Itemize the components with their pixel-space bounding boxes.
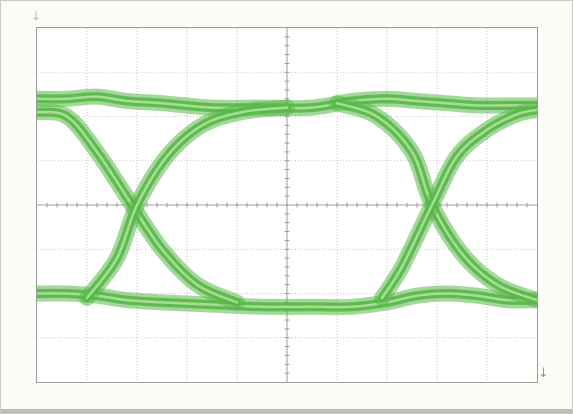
eye-trace-highlight [37, 95, 537, 110]
eye-trace-highlight [85, 106, 289, 300]
eye-diagram-plot [37, 28, 537, 382]
eye-trace-highlight [37, 292, 537, 309]
trigger-position-marker: ↓ [31, 9, 42, 23]
scope-screen [36, 27, 538, 383]
eye-trace-highlight [380, 108, 537, 300]
channel-level-marker: ↓ [538, 366, 549, 381]
